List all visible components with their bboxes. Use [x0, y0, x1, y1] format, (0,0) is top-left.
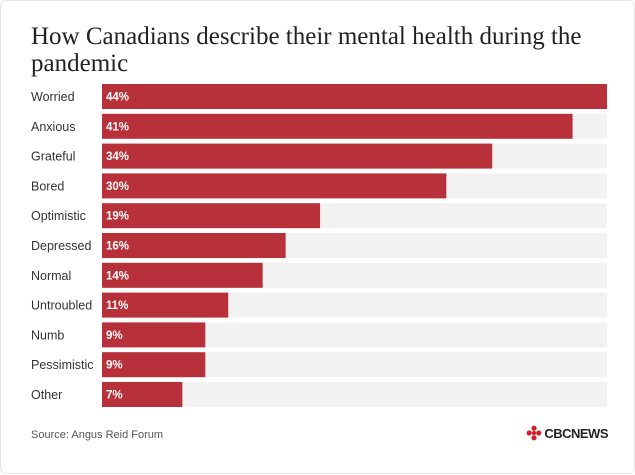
value-label: 14% [106, 270, 129, 282]
category-label: Optimistic [31, 209, 86, 223]
value-label: 44% [106, 92, 129, 104]
value-label: 41% [106, 121, 129, 133]
bar-worried [102, 84, 607, 109]
logo-text: CBCNEWS [544, 425, 608, 441]
cbc-news-logo: CBCNEWS [526, 425, 608, 441]
bar-grateful [102, 143, 493, 169]
value-label: 30% [106, 181, 129, 193]
category-label: Bored [31, 179, 64, 193]
bar-optimistic [102, 203, 321, 229]
category-label: Worried [31, 90, 75, 104]
value-label: 34% [106, 151, 129, 163]
category-label: Depressed [31, 239, 91, 253]
bar-pessimistic [102, 352, 206, 378]
category-label: Normal [31, 269, 71, 283]
value-label: 19% [106, 211, 129, 223]
bar-untroubled [102, 292, 229, 318]
category-label: Anxious [31, 120, 75, 134]
bar-depressed [102, 233, 286, 258]
value-label: 9% [106, 360, 123, 372]
chart-title: How Canadians describe their mental heal… [31, 23, 582, 77]
bar-anxious [102, 113, 573, 139]
category-label: Other [31, 388, 62, 402]
bar-numb [102, 322, 206, 348]
value-label: 9% [106, 330, 123, 342]
category-label: Numb [31, 328, 64, 342]
bar-normal [102, 262, 263, 288]
source-note: Source: Angus Reid Forum [31, 429, 164, 441]
category-label: Untroubled [31, 299, 92, 313]
value-label: 16% [106, 241, 129, 253]
category-label: Grateful [31, 150, 75, 164]
bar-other [102, 382, 183, 407]
category-label: Pessimistic [31, 358, 94, 372]
value-label: 11% [106, 300, 128, 312]
bar-bored [102, 173, 447, 199]
cbc-gem-icon [526, 425, 542, 441]
bar-track [102, 382, 607, 407]
value-label: 7% [106, 390, 123, 402]
